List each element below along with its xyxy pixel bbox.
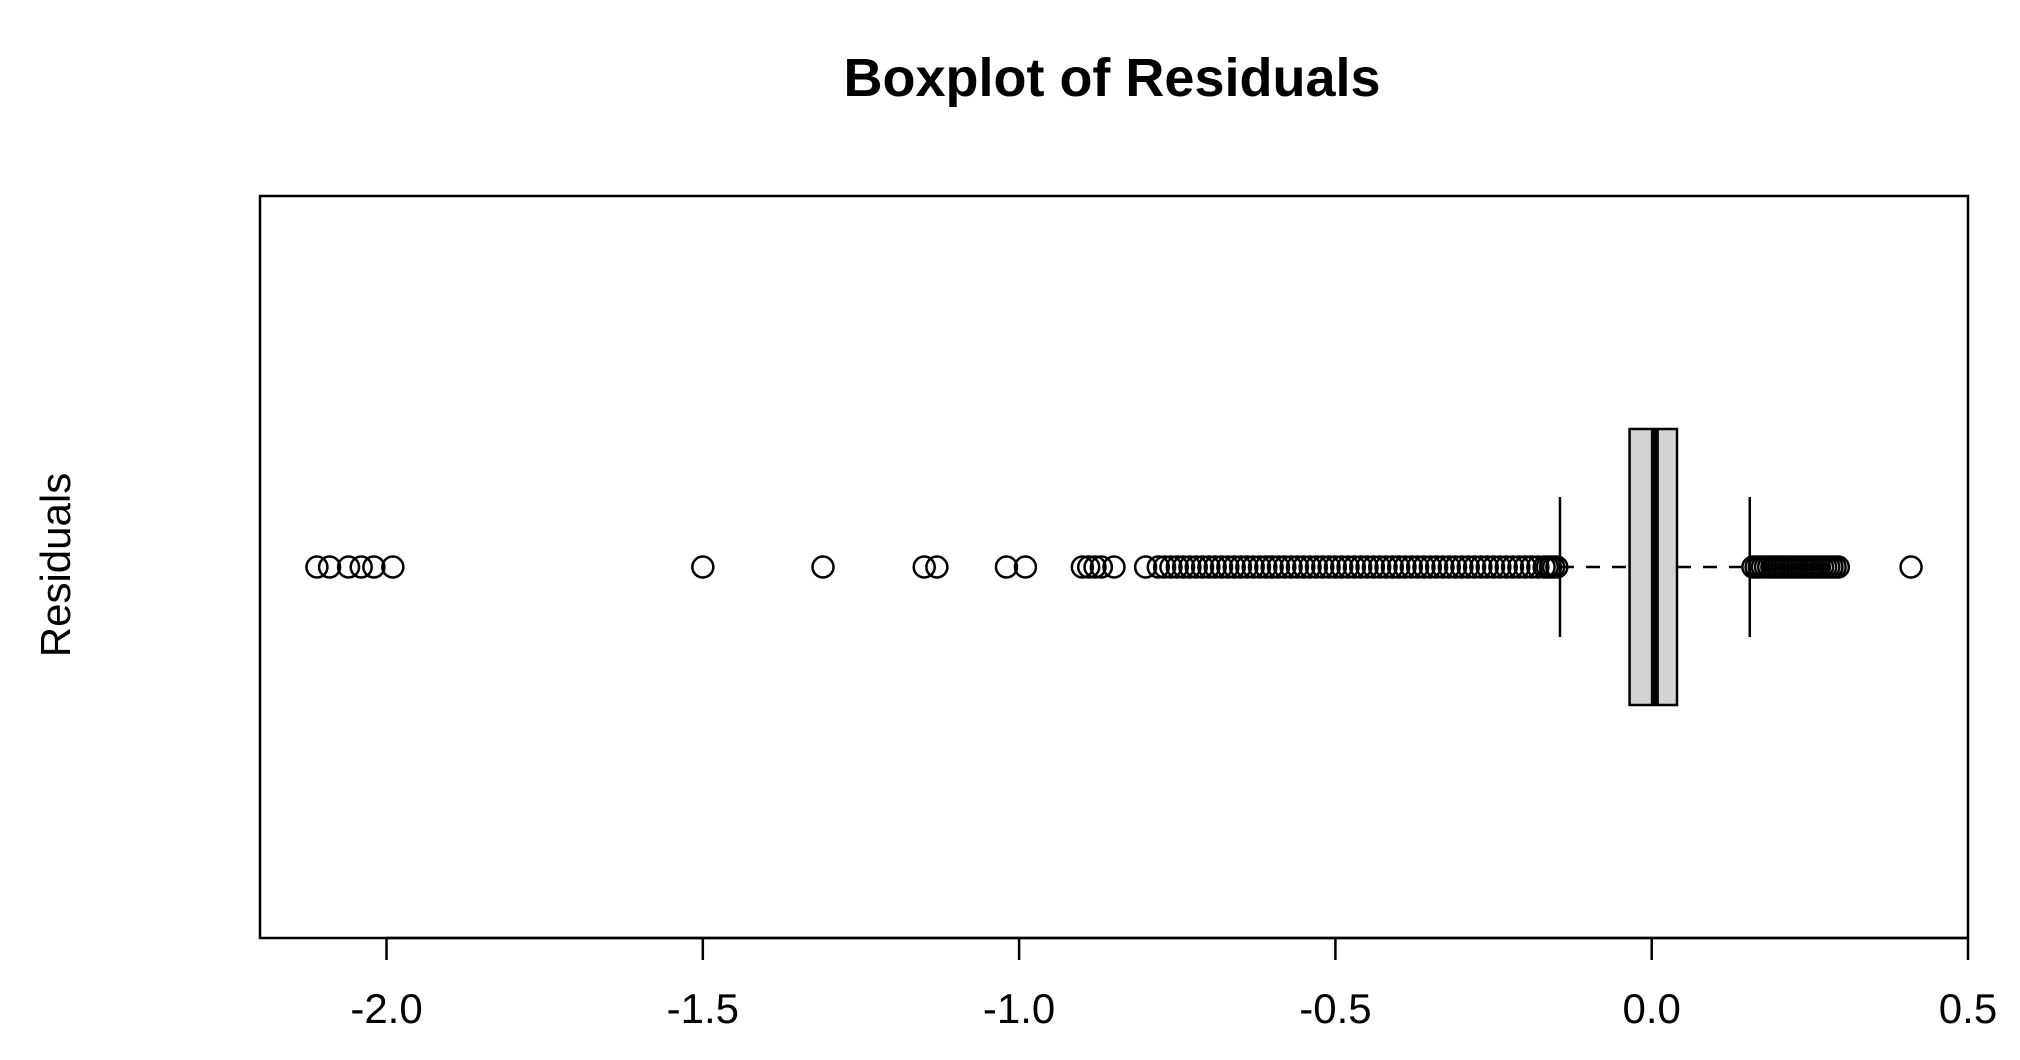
outlier-point	[1260, 555, 1284, 579]
outlier-point	[1481, 555, 1506, 579]
outlier-point	[1076, 555, 1101, 579]
x-axis: -2.0 -1.5 -1.0 -0.5 0.0 0.5	[350, 936, 1997, 1032]
outlier-point	[994, 555, 1019, 579]
outlier-point	[1266, 555, 1291, 579]
x-tick-label: 0.5	[1939, 985, 1997, 1032]
outlier-point	[1418, 555, 1443, 579]
outlier-point	[1329, 555, 1354, 579]
outlier-point	[1146, 555, 1171, 579]
outlier-point	[1361, 555, 1386, 579]
outlier-point	[912, 555, 936, 579]
outlier-point	[1437, 555, 1462, 579]
outlier-point	[1475, 555, 1499, 579]
outlier-point	[1374, 555, 1398, 579]
x-tick-label: 0.0	[1623, 985, 1681, 1032]
outlier-point	[1222, 555, 1246, 579]
outlier-point	[1228, 555, 1253, 579]
outlier-point	[1380, 555, 1405, 579]
outlier-point	[1216, 555, 1240, 579]
outlier-point	[1159, 555, 1183, 579]
outlier-point	[1102, 555, 1126, 579]
outlier-point	[1304, 555, 1329, 579]
x-tick-label: -2.0	[350, 985, 422, 1032]
outlier-point	[1494, 555, 1518, 579]
outlier-point	[381, 555, 405, 579]
outlier-point	[1386, 555, 1411, 579]
outlier-point	[305, 555, 329, 579]
plot-body	[305, 427, 1923, 707]
outlier-point	[1443, 555, 1468, 579]
outlier-point	[1336, 555, 1360, 579]
outlier-point	[1348, 555, 1373, 579]
outlier-point	[1254, 555, 1278, 579]
outlier-point	[1165, 555, 1190, 579]
outlier-point	[811, 555, 835, 579]
x-tick-label: -1.0	[983, 985, 1055, 1032]
outlier-point	[1405, 555, 1430, 579]
outlier-point	[1298, 555, 1322, 579]
outlier-point	[1083, 555, 1107, 579]
outlier-point	[1070, 555, 1095, 579]
outlier-point	[1184, 555, 1208, 579]
outlier-point	[1241, 555, 1265, 579]
outlier-point	[1826, 555, 1851, 579]
outlier-point	[1500, 555, 1525, 579]
x-tick-label: -0.5	[1299, 985, 1371, 1032]
outlier-point	[1190, 555, 1215, 579]
outlier-point	[1323, 555, 1348, 579]
outlier-point	[1342, 555, 1367, 579]
outlier-point	[1545, 555, 1569, 579]
outlier-point	[1209, 555, 1234, 579]
outlier-point	[1399, 555, 1424, 579]
outlier-point	[1899, 555, 1923, 579]
chart-title: Boxplot of Residuals	[843, 48, 1380, 108]
outlier-point	[1203, 555, 1227, 579]
outlier-point	[1393, 555, 1417, 579]
outlier-point	[1462, 555, 1487, 579]
outlier-point	[1367, 555, 1392, 579]
outlier-point	[317, 555, 342, 579]
outlier-point	[1469, 555, 1493, 579]
outlier-point	[1355, 555, 1379, 579]
outlier-point	[1285, 555, 1310, 579]
outlier-point	[1424, 555, 1449, 579]
outlier-point	[1178, 555, 1202, 579]
outlier-point	[1133, 555, 1158, 579]
outlier-point	[1431, 555, 1455, 579]
outlier-point	[1526, 555, 1550, 579]
outlier-point	[1247, 555, 1272, 579]
outlier-point	[1273, 555, 1297, 579]
x-tick-label: -1.5	[667, 985, 739, 1032]
outlier-point	[925, 555, 949, 579]
outlier-point	[1488, 555, 1512, 579]
outlier-point	[1412, 555, 1436, 579]
outlier-point	[1013, 555, 1038, 579]
outlier-point	[1292, 555, 1316, 579]
outlier-point	[1311, 555, 1335, 579]
outlier-point	[1507, 555, 1531, 579]
outlier-point	[1279, 555, 1303, 579]
outlier-point	[1171, 555, 1196, 579]
outlier-point	[1089, 555, 1114, 579]
outlier-point	[349, 555, 373, 579]
outlier-point	[691, 555, 715, 579]
outlier-point	[336, 555, 361, 579]
outlier-point	[1235, 555, 1259, 579]
outlier-point	[1197, 555, 1221, 579]
outlier-point	[362, 555, 386, 579]
outlier-point	[1152, 555, 1177, 579]
outlier-point	[1456, 555, 1481, 579]
outlier-point	[1450, 555, 1474, 579]
outlier-point	[1317, 555, 1341, 579]
y-axis-label: Residuals	[32, 473, 79, 657]
